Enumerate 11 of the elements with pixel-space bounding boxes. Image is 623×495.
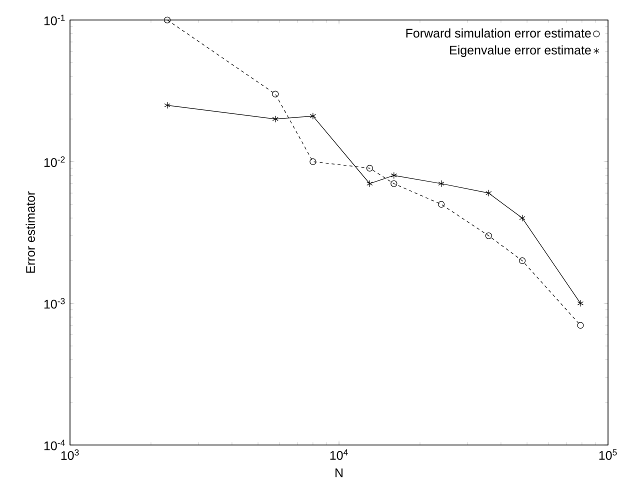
legend-label: Forward simulation error estimate <box>406 28 591 38</box>
x-tick-label: 10$^{5}$ <box>599 449 617 460</box>
y-tick-label: 10$^{-1}$ <box>44 14 65 26</box>
x-tick-label: 10$^{3}$ <box>61 449 79 460</box>
y-axis-title: Error estimator <box>26 191 35 273</box>
x-axis-title: N <box>336 468 343 478</box>
x-tick-label: 10$^{4}$ <box>330 449 348 460</box>
legend-label: Eigenvalue error estimate <box>450 45 591 58</box>
y-tick-label: 10$^{-3}$ <box>44 298 65 309</box>
y-tick-label: 10$^{-2}$ <box>44 156 65 167</box>
y-tick-label: 10$^{-4}$ <box>44 440 65 450</box>
